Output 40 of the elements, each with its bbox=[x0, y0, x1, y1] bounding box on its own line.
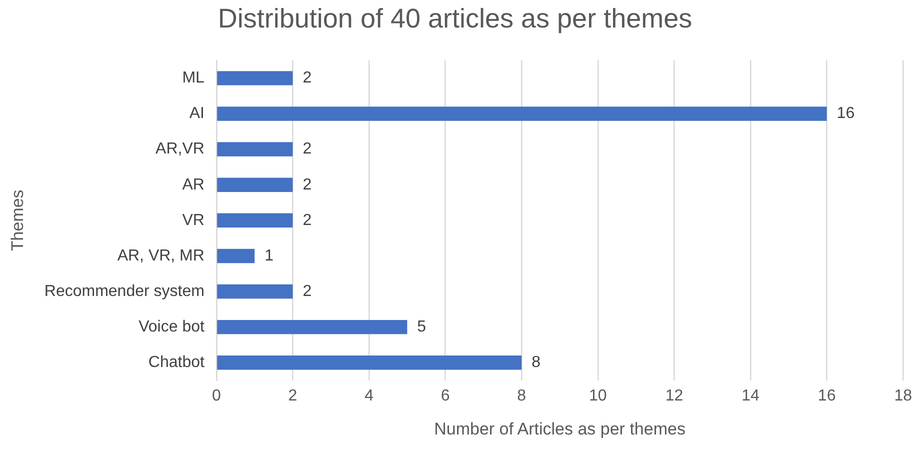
data-label: 2 bbox=[302, 282, 312, 300]
data-label: 2 bbox=[302, 212, 312, 229]
x-tick-label: 14 bbox=[742, 387, 760, 404]
y-tick-label: ML bbox=[182, 70, 205, 87]
data-label: 2 bbox=[302, 140, 312, 158]
data-label: 8 bbox=[532, 354, 541, 372]
bar bbox=[217, 284, 293, 299]
bar bbox=[217, 71, 293, 86]
y-tick-label: Chatbot bbox=[148, 354, 205, 372]
x-tick-label: 2 bbox=[288, 387, 298, 404]
x-tick-label: 0 bbox=[212, 387, 221, 404]
y-tick-label: AR,VR bbox=[156, 140, 204, 158]
x-tick-label: 6 bbox=[440, 387, 450, 404]
x-tick-label: 16 bbox=[818, 387, 836, 404]
data-label: 5 bbox=[417, 318, 426, 336]
data-label: 1 bbox=[264, 247, 274, 264]
y-tick-label: AR, VR, MR bbox=[117, 247, 204, 264]
y-axis-title: Themes bbox=[8, 190, 27, 252]
y-tick-label: AR bbox=[182, 176, 204, 194]
bar bbox=[217, 178, 293, 192]
x-tick-label: 8 bbox=[517, 387, 526, 404]
x-tick-label: 18 bbox=[894, 387, 912, 404]
y-tick-label: VR bbox=[182, 212, 204, 229]
chart-title: Distribution of 40 articles as per themes bbox=[218, 4, 692, 34]
y-tick-label: AI bbox=[189, 105, 204, 122]
bar bbox=[217, 106, 827, 121]
y-tick-label: Voice bot bbox=[138, 318, 205, 336]
data-label: 2 bbox=[302, 176, 312, 194]
x-tick-label: 12 bbox=[665, 387, 684, 404]
bar bbox=[217, 213, 293, 228]
y-tick-label: Recommender system bbox=[44, 282, 204, 300]
data-label: 2 bbox=[302, 70, 312, 87]
data-label: 16 bbox=[836, 105, 855, 122]
x-tick-label: 10 bbox=[589, 387, 607, 404]
x-axis-title: Number of Articles as per themes bbox=[434, 419, 686, 438]
bar bbox=[217, 356, 522, 370]
bar bbox=[217, 320, 408, 334]
bar bbox=[217, 248, 255, 264]
bar bbox=[217, 142, 293, 156]
x-tick-label: 4 bbox=[364, 387, 374, 404]
